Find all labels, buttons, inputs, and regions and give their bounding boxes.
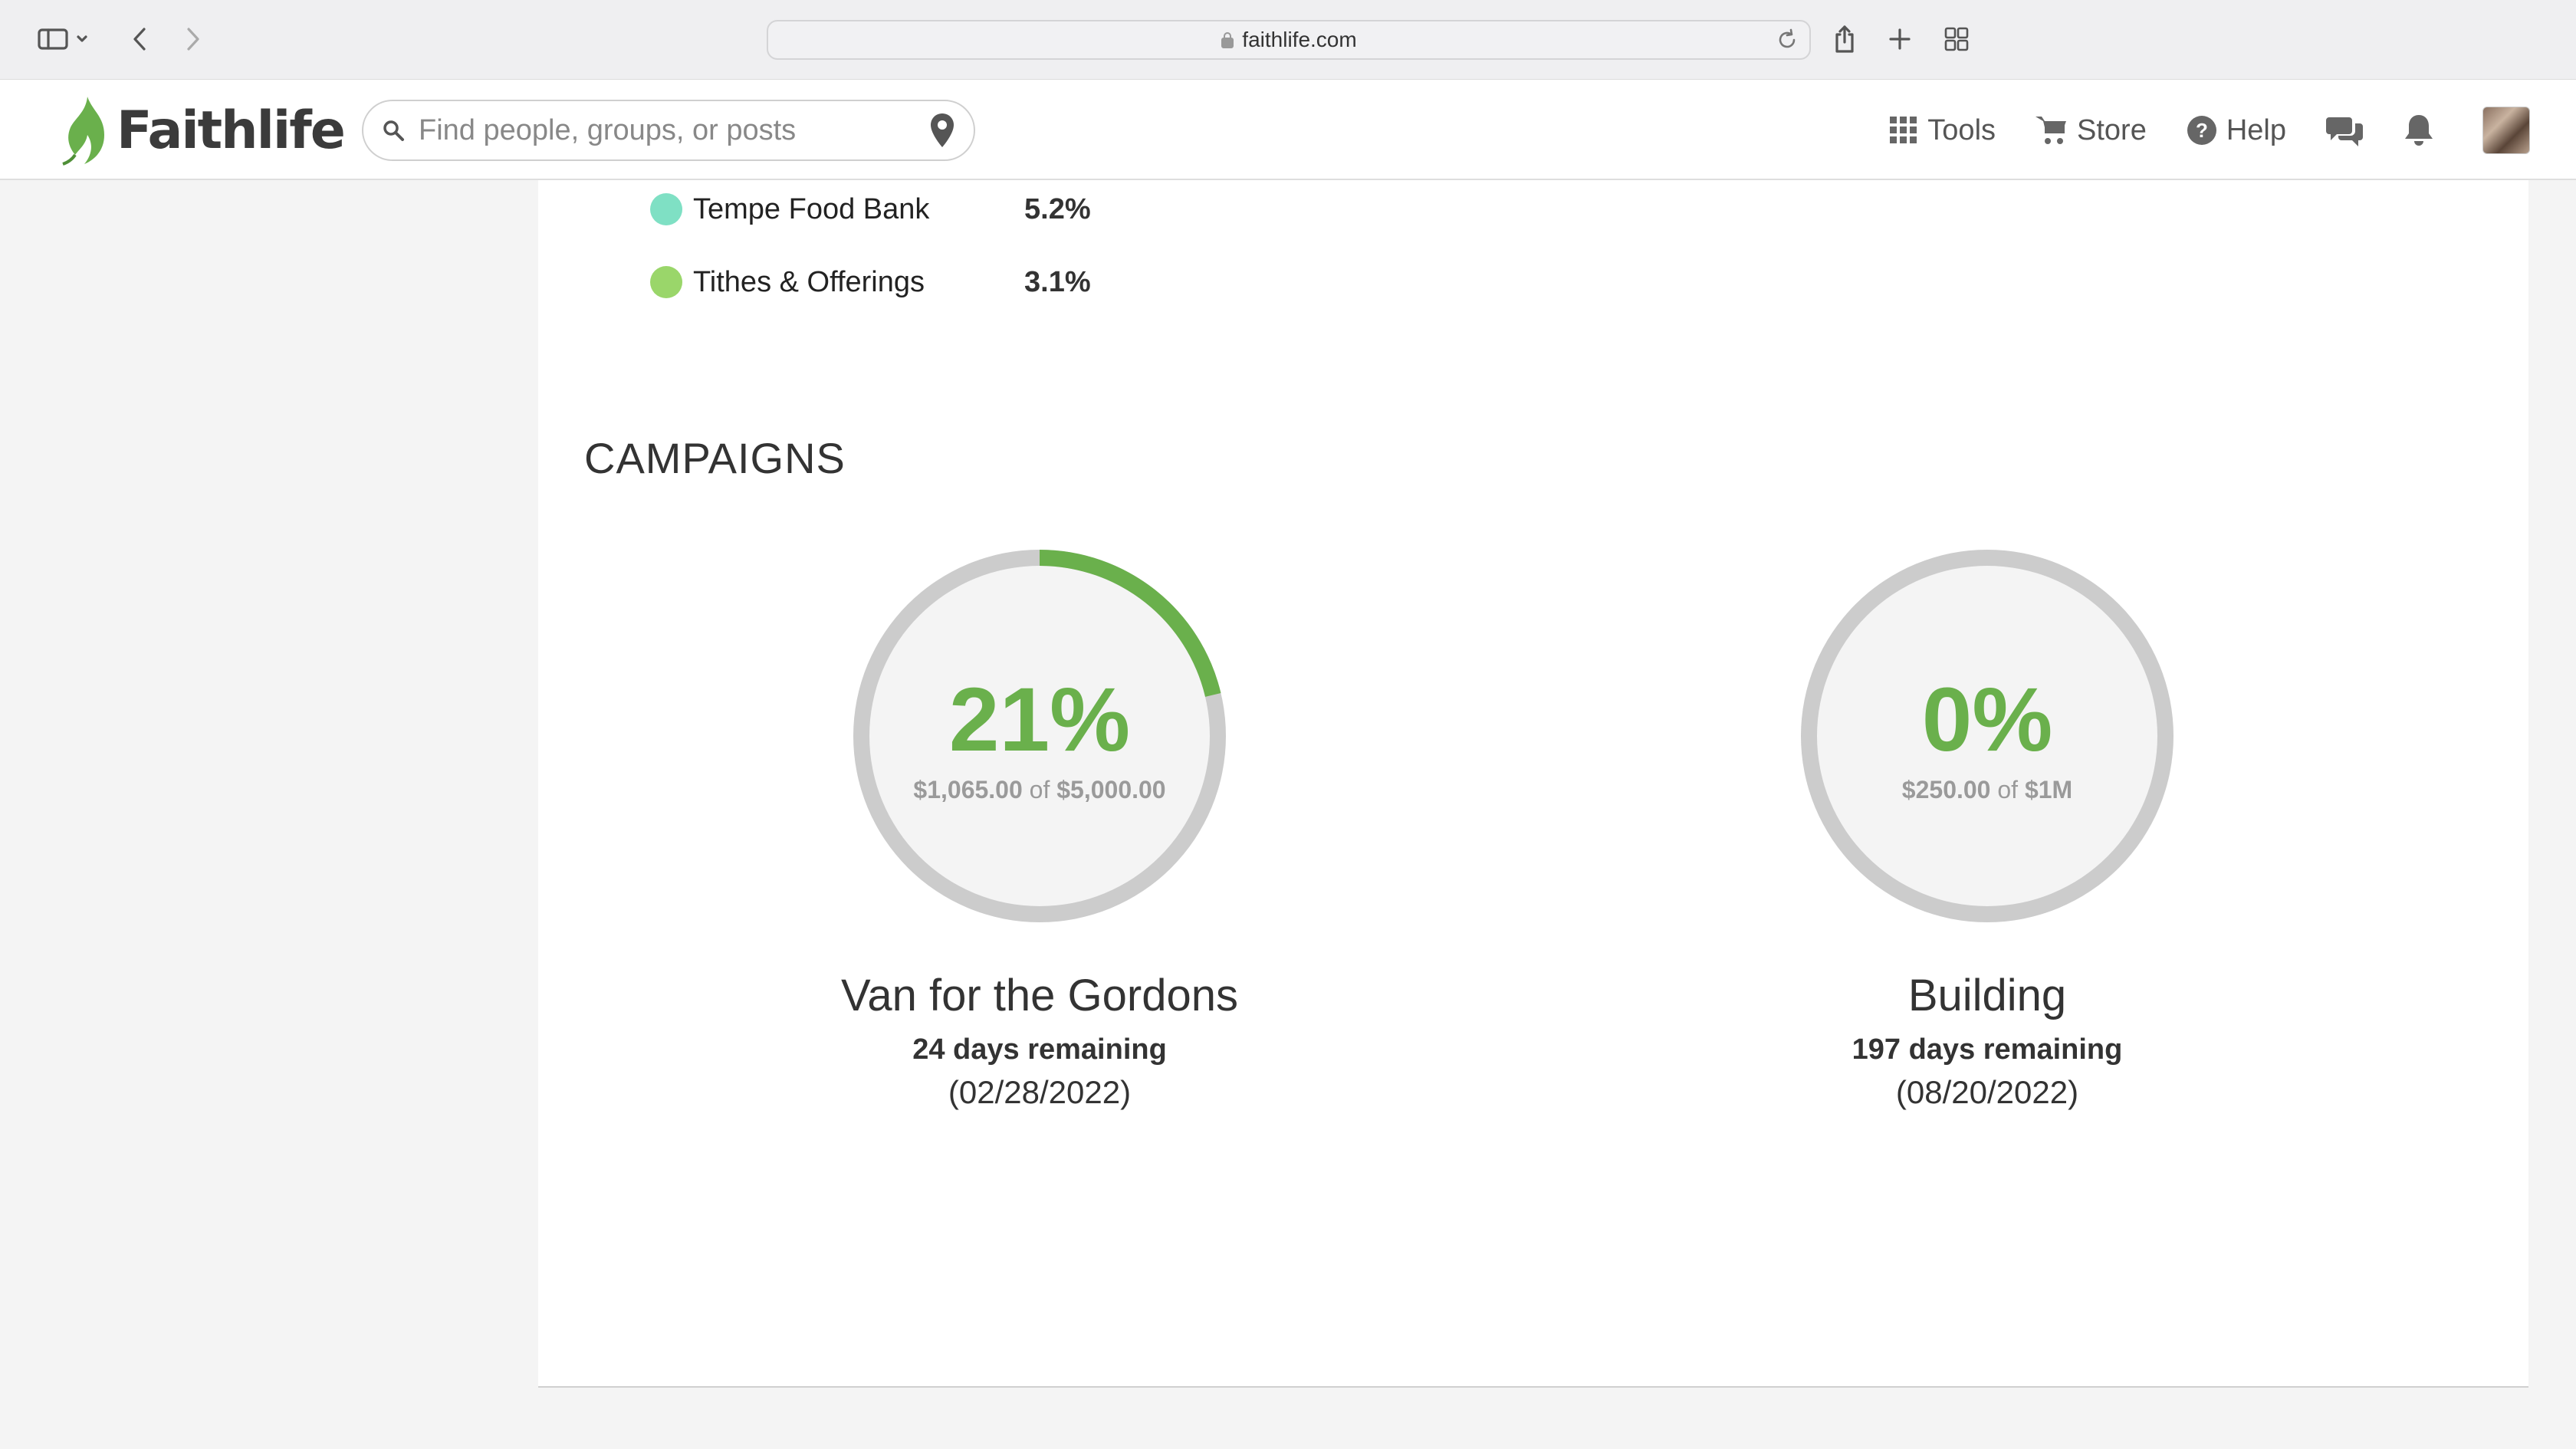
campaign-goal: $1M	[2024, 775, 2073, 803]
store-link[interactable]: Store	[2036, 114, 2147, 147]
campaign-percent: 0%	[1921, 669, 2053, 770]
location-pin-icon[interactable]	[929, 112, 955, 149]
store-label: Store	[2077, 113, 2147, 146]
faithlife-logo[interactable]: Faithlife	[58, 94, 346, 167]
chat-icon	[2326, 117, 2363, 146]
search-input[interactable]	[419, 113, 929, 147]
help-link[interactable]: ? Help	[2187, 114, 2286, 147]
legend-value: 3.1%	[1024, 265, 1091, 298]
campaign-card[interactable]: 0% $250.00 of $1M Building 197 days rema…	[1673, 533, 2302, 1111]
messages-button[interactable]	[2326, 114, 2363, 146]
grid-icon	[1890, 117, 1917, 143]
campaigns-heading: CAMPAIGNS	[584, 434, 846, 482]
legend-label: Tempe Food Bank	[693, 192, 930, 225]
campaign-name[interactable]: Van for the Gordons	[840, 971, 1238, 1020]
tab-grid-icon	[1944, 27, 1969, 51]
campaign-goal: $5,000.00	[1056, 775, 1166, 803]
header-nav: Tools Store ? Help	[1849, 94, 2530, 167]
url-text: faithlife.com	[1242, 28, 1357, 51]
sidebar-icon	[38, 28, 68, 50]
notifications-button[interactable]	[2403, 113, 2435, 147]
campaign-days-remaining: 24 days remaining	[912, 1033, 1167, 1066]
share-button[interactable]	[1829, 21, 1860, 57]
site-header: Faithlife Tools Store	[0, 80, 2576, 180]
search-box[interactable]	[362, 100, 975, 161]
share-icon	[1835, 25, 1854, 53]
legend-swatch	[650, 193, 682, 225]
campaign-end-date: (02/28/2022)	[948, 1074, 1132, 1110]
giving-summary-card: Tempe Food Bank 5.2% Tithes & Offerings …	[538, 180, 2528, 1388]
campaign-of: of	[1997, 775, 2019, 803]
sidebar-toggle-button[interactable]	[29, 21, 98, 57]
browser-toolbar: faithlife.com	[0, 0, 2576, 80]
campaign-amount: $1,065.00 of $5,000.00	[913, 776, 1165, 804]
tab-overview-button[interactable]	[1941, 21, 1972, 57]
ring-progress-arc	[1040, 550, 1221, 697]
campaign-amount: $250.00 of $1M	[1902, 776, 2072, 804]
legend-swatch	[650, 266, 682, 298]
campaign-end-date: (08/20/2022)	[1895, 1074, 2079, 1110]
help-label: Help	[2226, 113, 2286, 146]
flame-leaf-icon	[62, 97, 104, 166]
campaign-of: of	[1029, 775, 1050, 803]
reload-icon[interactable]	[1776, 28, 1799, 52]
cart-icon	[2036, 117, 2067, 144]
ring-inner	[1817, 566, 2157, 906]
user-avatar[interactable]	[2482, 107, 2530, 154]
campaign-card[interactable]: 21% $1,065.00 of $5,000.00 Van for the G…	[725, 533, 1354, 1111]
chevron-left-icon	[133, 28, 146, 51]
search-icon	[383, 120, 404, 141]
campaign-days-remaining: 197 days remaining	[1852, 1033, 2123, 1066]
logo-text: Faithlife	[117, 100, 346, 161]
ring-inner	[869, 566, 1210, 906]
campaign-name[interactable]: Building	[1907, 971, 2067, 1020]
campaign-progress-ring: 21% $1,065.00 of $5,000.00	[836, 533, 1243, 939]
campaign-percent: 21%	[948, 669, 1131, 770]
legend-item: Tithes & Offerings 3.1%	[650, 259, 1091, 305]
chevron-down-icon	[77, 35, 87, 42]
tools-menu[interactable]: Tools	[1889, 114, 1996, 147]
help-icon: ?	[2187, 116, 2216, 145]
back-button[interactable]	[124, 21, 155, 57]
campaign-progress-ring: 0% $250.00 of $1M	[1784, 533, 2190, 939]
campaign-raised: $1,065.00	[913, 775, 1023, 803]
lock-icon	[1221, 32, 1234, 48]
legend-item: Tempe Food Bank 5.2%	[650, 186, 1091, 232]
legend-value: 5.2%	[1024, 192, 1091, 225]
plus-icon	[1889, 28, 1911, 50]
svg-text:?: ?	[2196, 119, 2208, 142]
chevron-right-icon	[187, 28, 199, 51]
tools-label: Tools	[1927, 113, 1996, 146]
legend-label: Tithes & Offerings	[693, 265, 925, 298]
address-bar[interactable]: faithlife.com	[767, 20, 1811, 60]
new-tab-button[interactable]	[1884, 21, 1915, 57]
bell-icon	[2405, 115, 2433, 146]
forward-button[interactable]	[178, 21, 209, 57]
campaign-raised: $250.00	[1901, 775, 1991, 803]
